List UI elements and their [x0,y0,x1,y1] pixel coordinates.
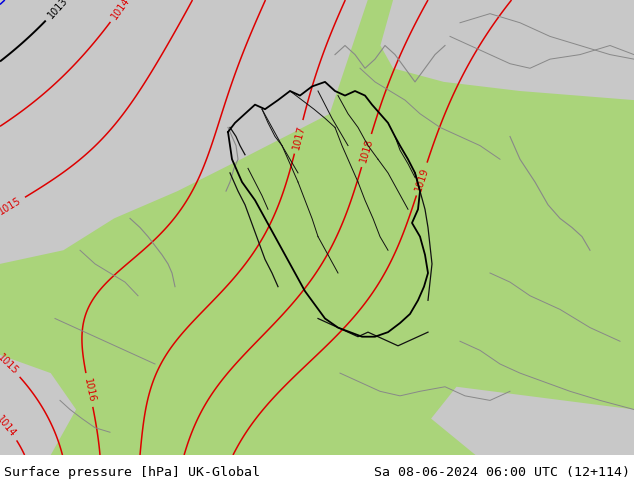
Polygon shape [380,0,634,100]
Text: 1017: 1017 [291,123,306,150]
Text: 1014: 1014 [110,0,132,21]
Text: 1018: 1018 [358,137,375,164]
Text: Sa 08-06-2024 06:00 UTC (12+114): Sa 08-06-2024 06:00 UTC (12+114) [374,466,630,479]
Text: 1015: 1015 [0,352,20,377]
Text: 1013: 1013 [46,0,70,21]
Text: Surface pressure [hPa] UK-Global: Surface pressure [hPa] UK-Global [4,466,260,479]
Text: 1019: 1019 [413,166,430,192]
Text: 1014: 1014 [0,414,18,439]
Text: 1016: 1016 [82,377,97,403]
Polygon shape [431,387,634,455]
Polygon shape [0,0,368,264]
Text: 1015: 1015 [0,196,23,217]
Polygon shape [0,355,76,455]
